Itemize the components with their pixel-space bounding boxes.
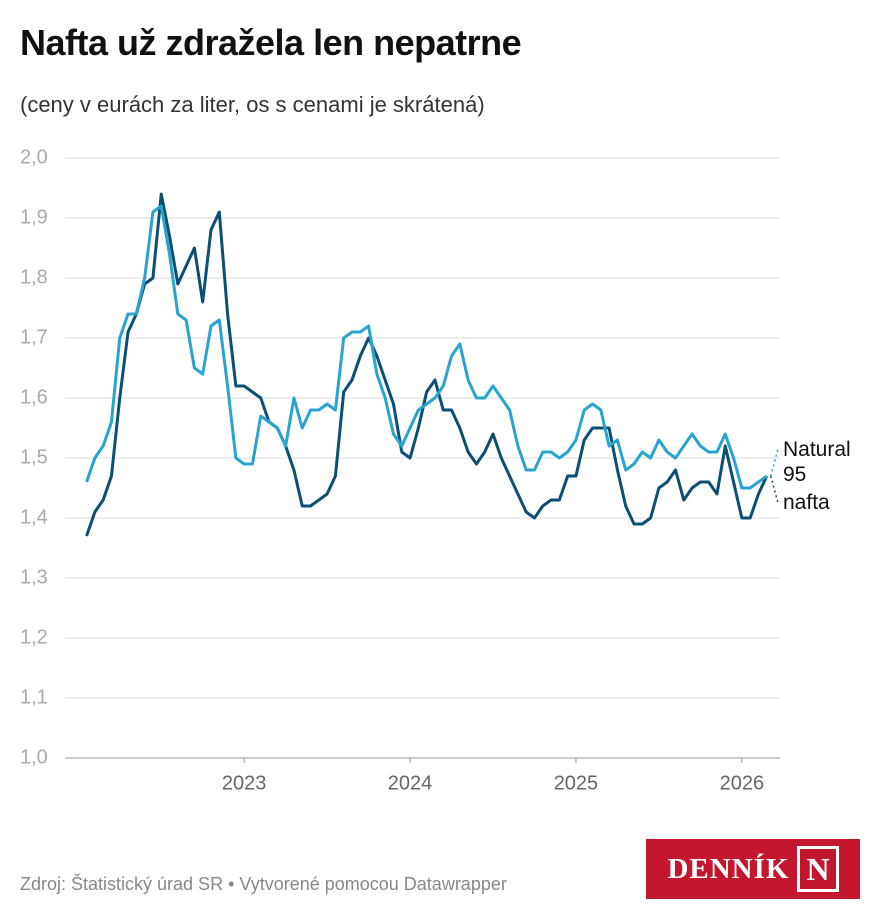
y-tick-label: 2,0 [20,146,48,168]
x-tick-label: 2025 [554,772,599,794]
chart-subtitle: (ceny v eurách za liter, os s cenami je … [20,92,485,117]
leader-line [770,475,779,504]
x-tick-label: 2024 [388,772,433,794]
line-series [85,204,768,490]
logo-letter: N [797,846,839,892]
leader-line [770,448,779,477]
y-tick-label: 1,5 [20,446,48,468]
line-series [85,192,769,537]
y-tick-label: 1,6 [20,386,48,408]
y-tick-label: 1,9 [20,206,48,228]
y-tick-label: 1,0 [20,746,48,768]
y-tick-label: 1,3 [20,566,48,588]
logo: DENNÍK N [646,839,860,899]
chart-title: Nafta už zdražela len nepatrne [20,22,522,63]
legend-label: Natural 95 [783,438,851,486]
chart: 1,0 1,1 1,2 1,3 1,4 1,5 1,6 1,7 1,8 1,9 2,0 2023 202… [20,146,780,794]
x-tick-label: 2023 [222,772,267,794]
y-tick-label: 1,1 [20,686,48,708]
y-tick-label: 1,2 [20,626,48,648]
x-tick-label: 2026 [720,772,765,794]
source: Zdroj: Štatistický úrad SR • Vytvorené p… [20,874,507,894]
y-tick-label: 1,4 [20,506,48,528]
legend-label: nafta [783,491,830,514]
y-tick-label: 1,8 [20,266,48,288]
y-tick-label: 1,7 [20,326,48,348]
logo-word: DENNÍK [667,852,790,885]
